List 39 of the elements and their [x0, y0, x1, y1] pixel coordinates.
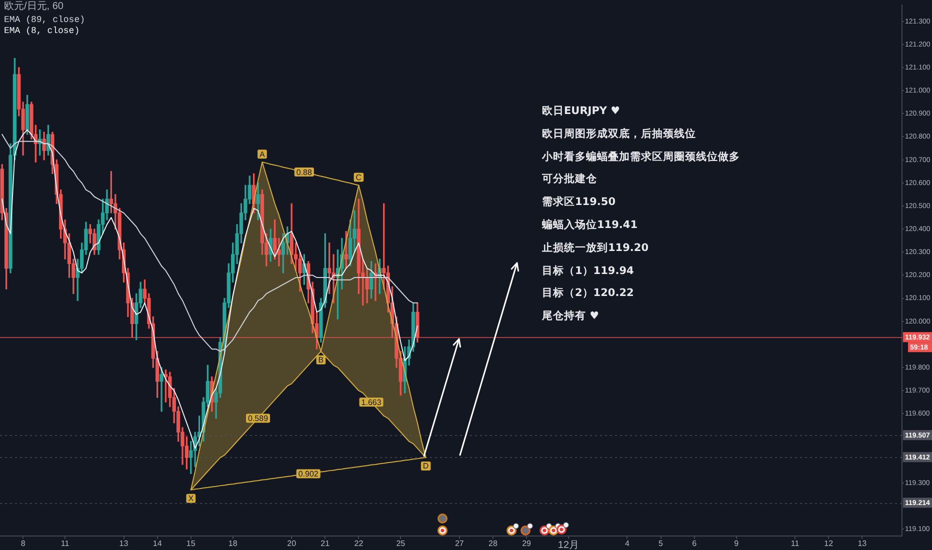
x-tick-label: 13 [858, 539, 868, 548]
x-tick-label: 11 [790, 539, 800, 548]
annotation: 尾仓持有 ♥ [542, 309, 600, 324]
x-tick-label: 14 [152, 539, 162, 548]
x-tick-label: 29 [522, 539, 532, 548]
x-tick-label: 20 [287, 539, 297, 548]
x-tick-label: 22 [354, 539, 364, 548]
annotation: 止损统一放到119.20 [542, 240, 649, 255]
annotation: 可分批建仓 [542, 172, 597, 186]
chart-title: 欧元/日元, 60 [4, 1, 64, 13]
x-tick-label: 4 [624, 539, 630, 548]
x-tick-label: 5 [658, 539, 664, 548]
annotation: 小时看多蝙蝠叠加需求区周圈颈线位做多 [542, 150, 740, 164]
text: EMA (89, close) [4, 15, 86, 26]
x-tick-label: 13 [119, 539, 129, 548]
x-tick-label: 12月 [558, 540, 580, 550]
x-tick-label: 8 [20, 539, 26, 548]
x-tick-label: 6 [692, 539, 698, 548]
x-tick-label: 21 [320, 539, 330, 548]
x-tick-label: 12 [824, 539, 834, 548]
annotation: 欧日周图形成双底，后抽颈线位 [542, 126, 696, 141]
annotation: 目标（2）120.22 [542, 286, 634, 300]
x-tick-label: 11 [60, 539, 70, 548]
x-tick-label: 25 [396, 539, 406, 548]
x-tick-label: 18 [228, 539, 238, 548]
data-label: B [318, 356, 324, 365]
x-tick-label: 15 [186, 539, 196, 548]
annotation: 目标（1）119.94 [542, 264, 634, 278]
annotation: 需求区119.50 [542, 195, 616, 210]
x-tick-label: 9 [734, 539, 740, 548]
data-label: C [356, 172, 362, 182]
data-label: X [188, 494, 194, 504]
x-tick-label: 28 [488, 539, 498, 548]
data-label: D [422, 462, 429, 471]
annotation: 欧日EURJPY ♥ [542, 104, 620, 118]
data-label: A [260, 150, 266, 159]
x-tick-label: 27 [454, 539, 464, 548]
annotation: 蝙蝠入场位119.41 [542, 218, 638, 232]
text: EMA (8, close) [4, 26, 80, 37]
